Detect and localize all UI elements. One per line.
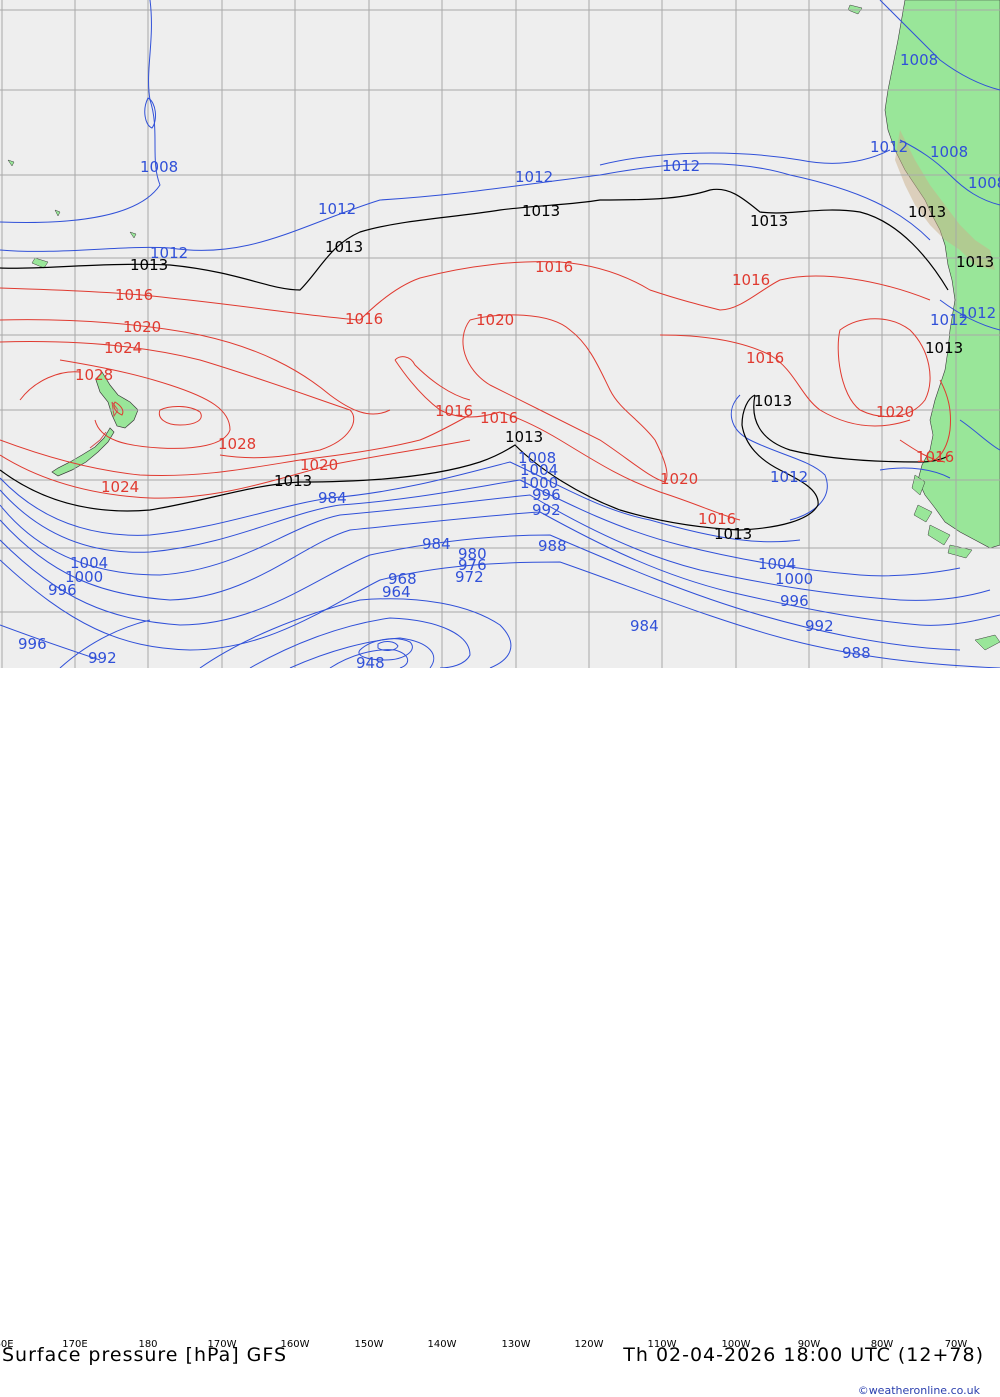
label-1012-f: 1012 bbox=[770, 468, 808, 486]
isobar-labels-blue: 1008 1008 1008 1008 1008 1012 1012 1012 … bbox=[18, 51, 1000, 668]
label-1016-g: 1016 bbox=[480, 409, 518, 427]
label-992-c: 992 bbox=[805, 617, 834, 635]
new-zealand-north-island bbox=[95, 371, 139, 429]
high-pressure-isobars bbox=[0, 261, 951, 521]
label-964: 964 bbox=[382, 583, 411, 601]
label-1016-c: 1016 bbox=[535, 258, 573, 276]
lon-label-130w: 130W bbox=[501, 1339, 531, 1350]
label-984-b: 984 bbox=[630, 617, 659, 635]
label-1012-h: 1012 bbox=[930, 311, 968, 329]
label-1013-d: 1013 bbox=[750, 212, 788, 230]
forecast-datetime: Th 02-04-2026 18:00 UTC (12+78) bbox=[623, 1344, 984, 1366]
label-1012-b: 1012 bbox=[515, 168, 553, 186]
new-zealand-relief bbox=[89, 401, 119, 449]
label-1012-g: 1012 bbox=[958, 304, 996, 322]
label-1016-h: 1016 bbox=[698, 510, 736, 528]
label-1020-a: 1020 bbox=[123, 318, 161, 336]
falkland-islands bbox=[974, 634, 1000, 651]
label-1020-b: 1020 bbox=[476, 311, 514, 329]
label-1016-f: 1016 bbox=[435, 402, 473, 420]
label-1013-e: 1013 bbox=[908, 203, 946, 221]
label-1013-i: 1013 bbox=[505, 428, 543, 446]
label-980: 980 bbox=[458, 545, 487, 563]
label-1016-a: 1016 bbox=[115, 286, 153, 304]
label-1012-d: 1012 bbox=[150, 244, 188, 262]
label-1013-g: 1013 bbox=[925, 339, 963, 357]
south-america-land bbox=[884, 0, 1000, 549]
label-1004-c: 1004 bbox=[758, 555, 796, 573]
label-1016-e: 1016 bbox=[746, 349, 784, 367]
label-1020-c: 1020 bbox=[300, 456, 338, 474]
label-1008-d: 1008 bbox=[518, 449, 556, 467]
label-988-b: 988 bbox=[842, 644, 871, 662]
label-1008-e: 1008 bbox=[968, 174, 1000, 192]
label-1013-a: 1013 bbox=[130, 256, 168, 274]
label-948: 948 bbox=[356, 654, 385, 668]
new-zealand-south-island bbox=[51, 427, 115, 477]
credit-link[interactable]: ©weatheronline.co.uk bbox=[857, 1384, 980, 1397]
label-1020-d: 1020 bbox=[660, 470, 698, 488]
label-992-b: 992 bbox=[532, 501, 561, 519]
label-1004-b: 1004 bbox=[520, 461, 558, 479]
label-1000-c: 1000 bbox=[775, 570, 813, 588]
label-992-a: 992 bbox=[88, 649, 117, 667]
label-1016-b: 1016 bbox=[345, 310, 383, 328]
label-1008-c: 1008 bbox=[930, 143, 968, 161]
andes-relief bbox=[895, 130, 995, 270]
label-996-b: 996 bbox=[18, 635, 47, 653]
label-976: 976 bbox=[458, 556, 487, 574]
ocean-background bbox=[0, 0, 1000, 668]
label-1016-i: 1016 bbox=[916, 448, 954, 466]
label-1024-b: 1024 bbox=[101, 478, 139, 496]
label-1028-a: 1028 bbox=[75, 366, 113, 384]
label-1013-j: 1013 bbox=[274, 472, 312, 490]
label-996-c: 996 bbox=[532, 486, 561, 504]
label-1013-f: 1013 bbox=[956, 253, 994, 271]
label-1012-c: 1012 bbox=[662, 157, 700, 175]
label-1004-a: 1004 bbox=[70, 554, 108, 572]
lon-label-120w: 120W bbox=[574, 1339, 604, 1350]
label-996-a: 996 bbox=[48, 581, 77, 599]
label-1016-d: 1016 bbox=[732, 271, 770, 289]
label-984-c: 984 bbox=[318, 489, 347, 507]
pressure-map: 1008 1008 1008 1008 1008 1012 1012 1012 … bbox=[0, 0, 1000, 668]
lon-label-150w: 150W bbox=[354, 1339, 384, 1350]
label-1013-k: 1013 bbox=[714, 525, 752, 543]
label-984-a: 984 bbox=[422, 535, 451, 553]
label-1013-b: 1013 bbox=[325, 238, 363, 256]
isobar-labels-red: 1016 1016 1016 1016 1016 1016 1016 1016 … bbox=[75, 258, 954, 528]
label-1012-e: 1012 bbox=[870, 138, 908, 156]
label-996-d: 996 bbox=[780, 592, 809, 610]
label-1000-b: 1000 bbox=[520, 474, 558, 492]
label-1008-a: 1008 bbox=[140, 158, 178, 176]
label-1028-b: 1028 bbox=[218, 435, 256, 453]
label-1020-e: 1020 bbox=[876, 403, 914, 421]
isobar-labels-black: 1013 1013 1013 1013 1013 1013 1013 1013 … bbox=[130, 202, 994, 543]
standard-isobar-1013 bbox=[0, 188, 951, 531]
label-972: 972 bbox=[455, 568, 484, 586]
map-footer: 60E 170E 180 170W 160W 150W 140W 130W 12… bbox=[0, 668, 1000, 1397]
label-1000-a: 1000 bbox=[65, 568, 103, 586]
map-title: Surface pressure [hPa] GFS bbox=[2, 1344, 288, 1366]
label-1024-a: 1024 bbox=[104, 339, 142, 357]
lon-label-140w: 140W bbox=[427, 1339, 457, 1350]
label-1012-a: 1012 bbox=[318, 200, 356, 218]
label-988-a: 988 bbox=[538, 537, 567, 555]
label-968: 968 bbox=[388, 570, 417, 588]
lat-lon-grid bbox=[0, 0, 1000, 668]
label-1013-h: 1013 bbox=[754, 392, 792, 410]
label-1008-b: 1008 bbox=[900, 51, 938, 69]
label-1013-c: 1013 bbox=[522, 202, 560, 220]
low-pressure-isobars bbox=[0, 0, 1000, 668]
